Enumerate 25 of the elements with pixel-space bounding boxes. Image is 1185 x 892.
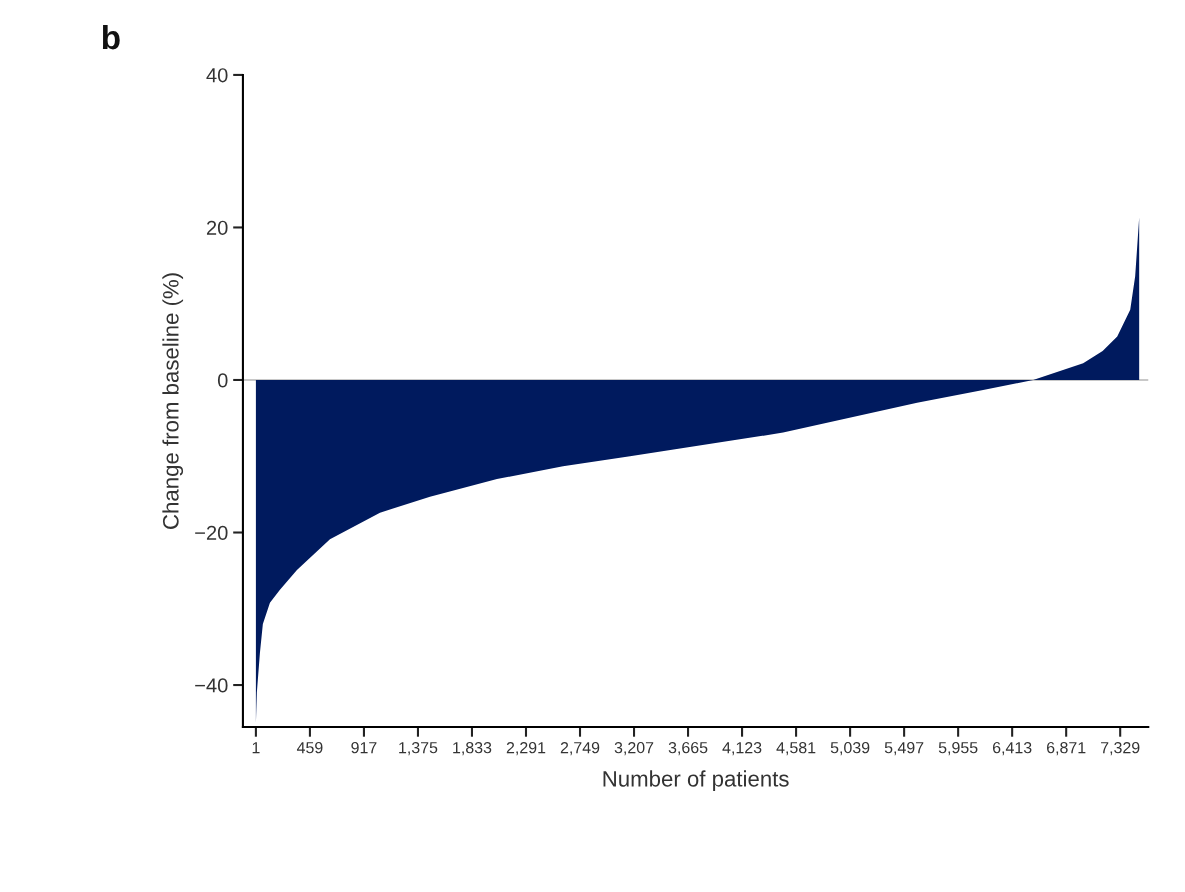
x-tick-label: 5,497 [884,741,924,756]
x-axis-title: Number of patients [603,770,789,792]
y-tick-label: 40 [206,68,228,83]
x-tick-label: 5,039 [830,741,870,756]
y-tick-label: 20 [206,220,228,235]
x-tick-label: 3,207 [614,741,654,756]
y-tick-label: −20 [195,525,228,540]
x-tick-label: 2,749 [560,741,600,756]
x-tick-label: 2,291 [506,741,546,756]
x-tick-label: 5,955 [938,741,978,756]
x-tick-label: 459 [296,741,323,754]
x-tick-label: 4,581 [776,741,816,756]
x-tick-label: 6,871 [1047,741,1086,756]
y-axis-title: Change from baseline (%) [162,273,184,529]
y-tick-label: −40 [195,678,228,693]
y-tick-label: 0 [217,373,228,388]
x-tick-label: 917 [351,741,377,754]
x-tick-label: 1,833 [453,741,492,756]
x-tick-label: 1,375 [399,741,438,756]
x-tick-label: 4,123 [722,741,762,756]
x-tick-label: 6,413 [992,741,1032,756]
chart-title: b [102,24,120,50]
x-tick-label: 3,665 [668,741,708,756]
x-tick-label: 1 [252,742,260,754]
x-tick-label: 7,329 [1101,741,1140,756]
